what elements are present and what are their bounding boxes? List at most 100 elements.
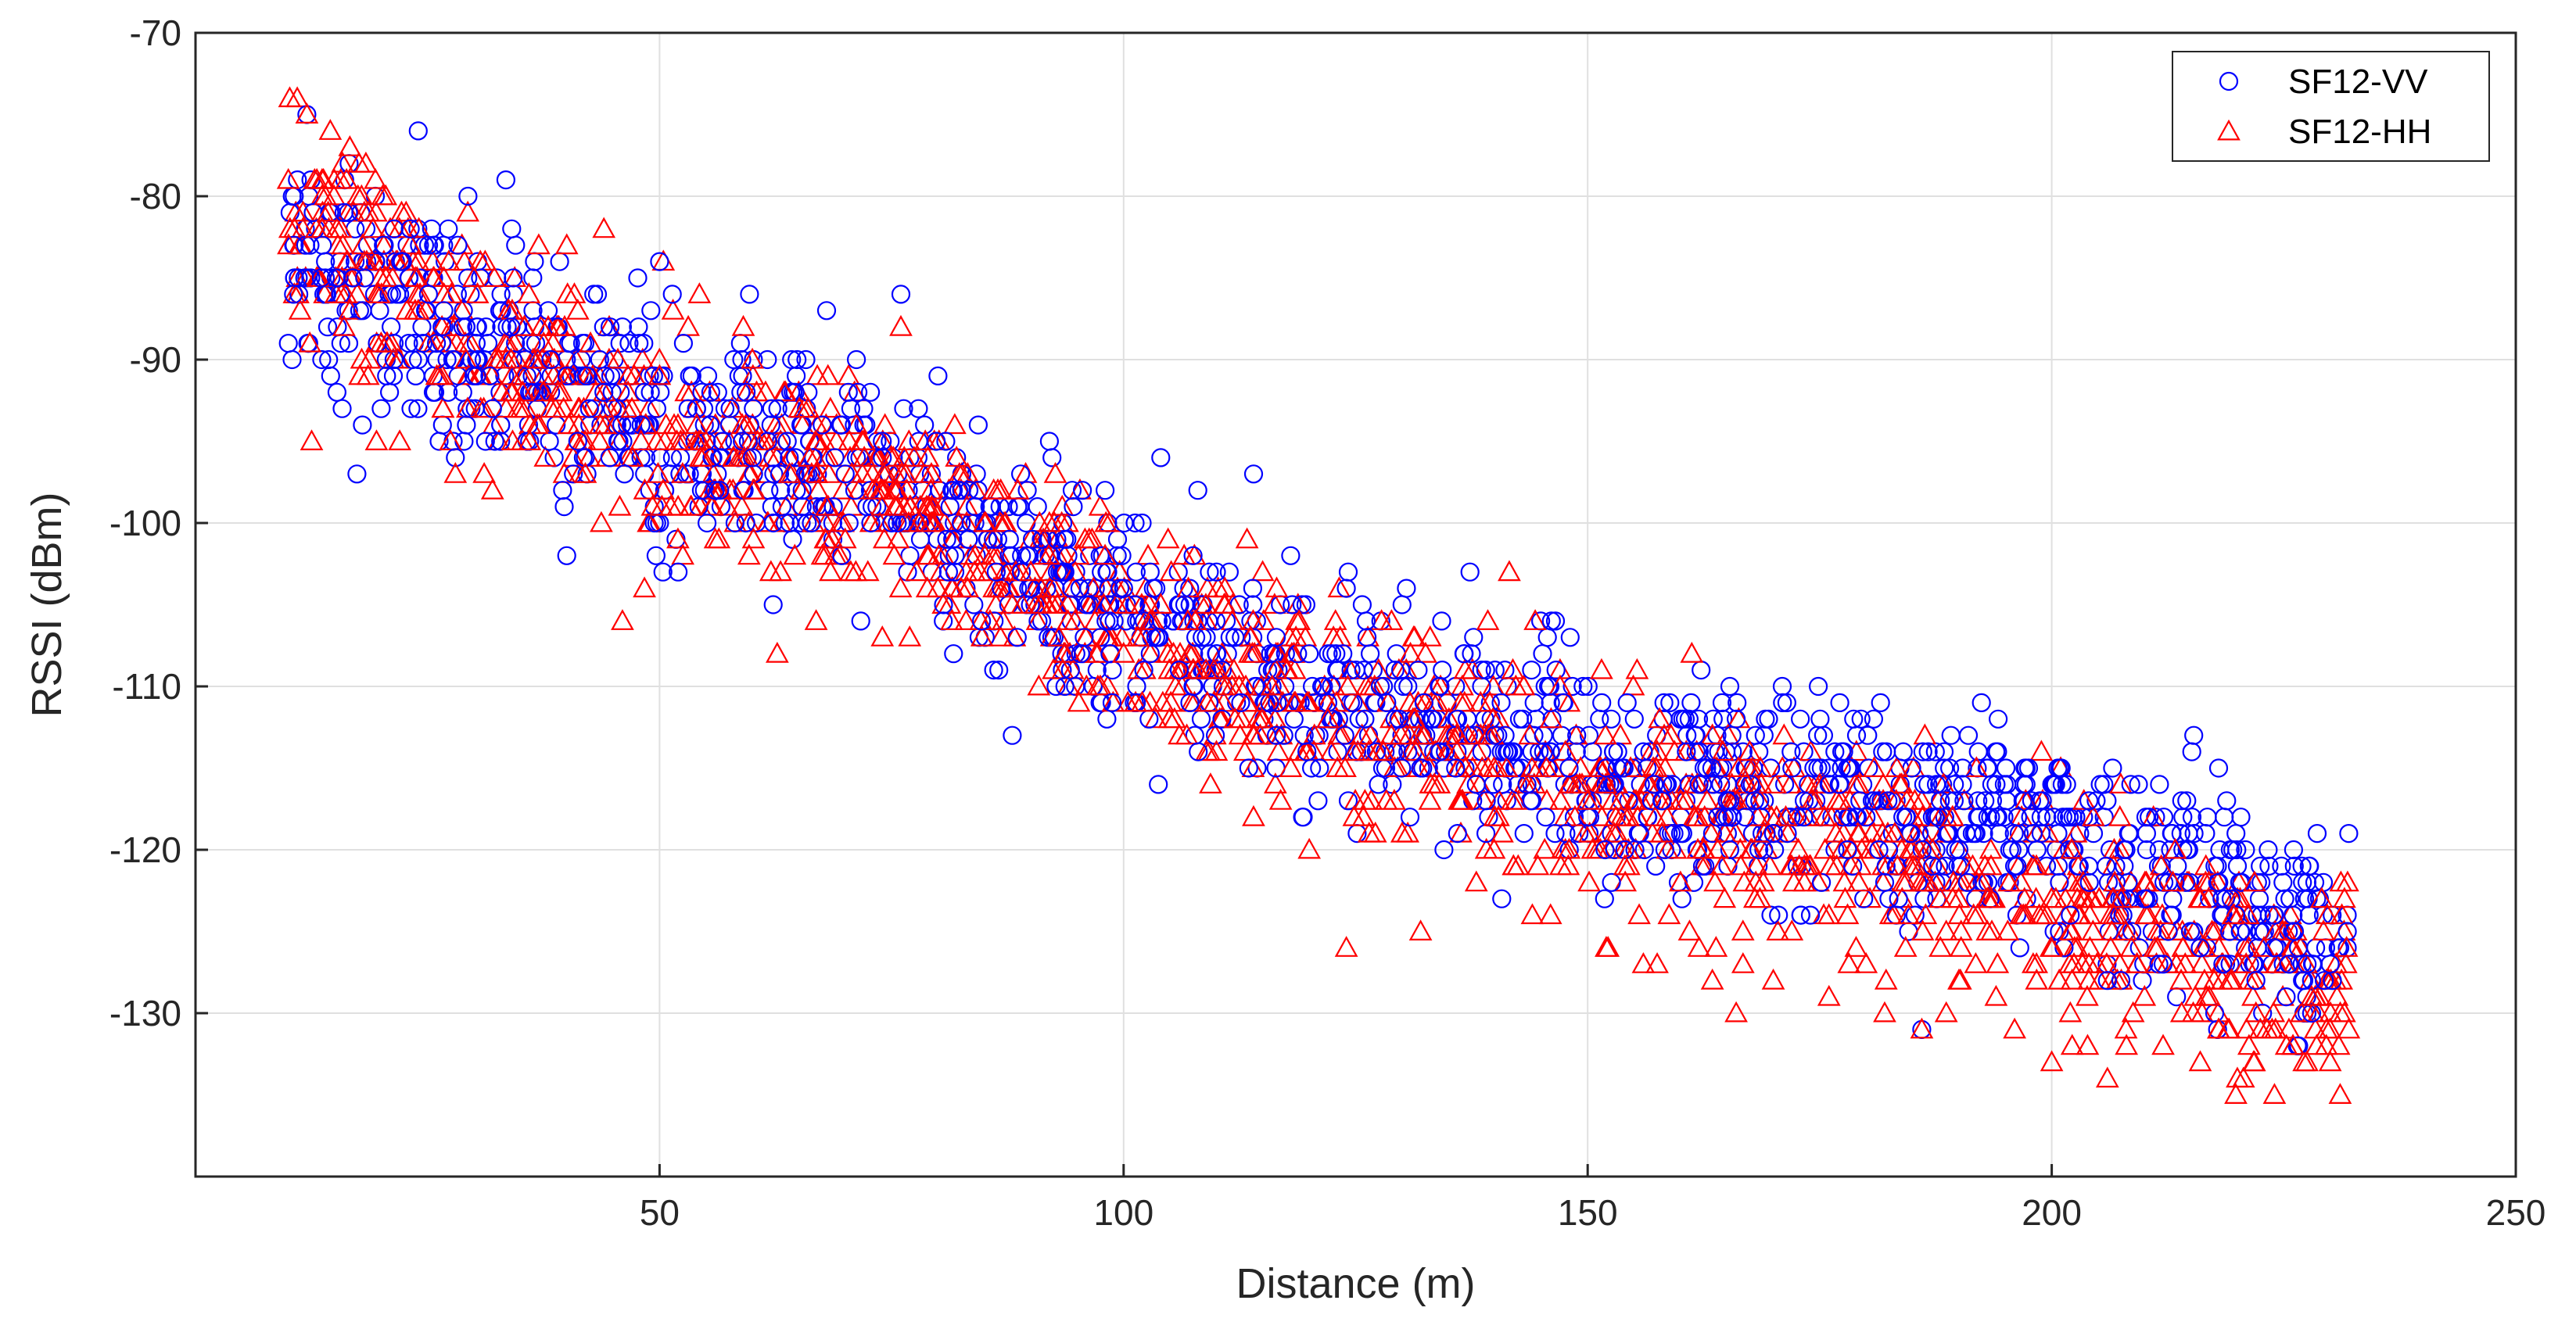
point-sf12-hh xyxy=(666,413,690,435)
point-sf12-hh xyxy=(1204,740,1229,761)
point-sf12-vv xyxy=(2103,758,2122,778)
point-sf12-vv xyxy=(999,529,1019,550)
point-sf12-vv xyxy=(1871,693,1890,713)
point-sf12-hh xyxy=(1986,952,2010,973)
point-sf12-hh xyxy=(2114,919,2137,941)
point-sf12-vv xyxy=(1652,791,1672,811)
point-sf12-hh xyxy=(2242,870,2266,892)
point-sf12-hh xyxy=(2108,772,2133,793)
point-sf12-vv xyxy=(1809,676,1828,697)
point-sf12-vv xyxy=(1476,660,1495,680)
point-sf12-hh xyxy=(1680,641,1704,663)
point-sf12-hh xyxy=(1214,674,1238,696)
point-sf12-hh xyxy=(963,543,987,565)
point-sf12-vv xyxy=(1308,791,1328,811)
point-sf12-hh xyxy=(1818,854,1842,876)
point-sf12-vv xyxy=(854,399,874,418)
point-sf12-hh xyxy=(1813,837,1837,859)
point-sf12-hh xyxy=(500,429,525,451)
point-sf12-hh xyxy=(439,429,463,451)
point-sf12-vv xyxy=(763,595,783,614)
point-sf12-vv xyxy=(1058,546,1078,565)
point-sf12-hh xyxy=(536,314,560,336)
point-sf12-hh xyxy=(2151,903,2174,925)
point-sf12-hh xyxy=(432,266,456,287)
point-sf12-hh xyxy=(1235,527,1259,549)
point-sf12-vv xyxy=(1126,562,1146,582)
point-sf12-hh xyxy=(1240,641,1265,663)
point-sf12-hh xyxy=(2197,984,2221,1006)
point-sf12-hh xyxy=(634,413,658,435)
point-sf12-hh xyxy=(1947,968,1971,990)
point-sf12-hh xyxy=(1264,772,1287,793)
point-sf12-hh xyxy=(666,494,691,516)
point-sf12-hh xyxy=(2305,1033,2329,1055)
point-sf12-vv xyxy=(2259,856,2279,876)
point-sf12-hh xyxy=(374,266,398,287)
point-sf12-vv xyxy=(968,415,988,435)
point-sf12-hh xyxy=(2060,837,2083,859)
point-sf12-vv xyxy=(2196,823,2215,844)
point-sf12-hh xyxy=(1363,821,1387,843)
point-sf12-hh xyxy=(1984,984,2008,1006)
point-sf12-hh xyxy=(2095,1066,2119,1088)
point-sf12-vv xyxy=(641,301,661,321)
point-sf12-vv xyxy=(782,349,802,370)
point-sf12-vv xyxy=(1645,775,1664,794)
point-sf12-hh xyxy=(356,364,380,385)
point-sf12-hh xyxy=(1504,789,1528,810)
point-sf12-hh xyxy=(1004,560,1028,582)
point-sf12-hh xyxy=(2312,919,2335,941)
point-sf12-hh xyxy=(332,314,356,336)
point-sf12-hh xyxy=(443,462,468,483)
point-sf12-hh xyxy=(1752,821,1776,843)
point-sf12-vv xyxy=(1830,693,1849,713)
legend-marker xyxy=(2219,71,2239,91)
point-sf12-hh xyxy=(1771,756,1795,778)
point-sf12-hh xyxy=(703,527,727,549)
point-sf12-hh xyxy=(1711,740,1735,761)
point-sf12-hh xyxy=(1724,1001,1748,1023)
point-sf12-hh xyxy=(817,462,841,483)
point-sf12-hh xyxy=(679,494,703,516)
point-sf12-vv xyxy=(2016,775,2036,794)
point-sf12-hh xyxy=(1295,690,1319,712)
point-sf12-hh xyxy=(1825,789,1849,810)
point-sf12-vv xyxy=(2265,938,2284,958)
point-sf12-hh xyxy=(346,184,370,206)
point-sf12-hh xyxy=(2076,1033,2100,1055)
point-sf12-hh xyxy=(1901,854,1925,876)
point-sf12-vv xyxy=(1188,481,1207,500)
point-sf12-hh xyxy=(1731,952,1755,973)
y-tick-label: -120 xyxy=(109,829,181,870)
point-sf12-hh xyxy=(2328,1083,2352,1105)
point-sf12-hh xyxy=(1844,740,1868,761)
point-sf12-vv xyxy=(2272,856,2291,876)
point-sf12-vv xyxy=(355,268,375,288)
point-sf12-vv xyxy=(491,432,511,451)
point-sf12-vv xyxy=(2150,775,2169,794)
point-sf12-vv xyxy=(523,268,543,288)
point-sf12-hh xyxy=(2133,984,2157,1006)
point-sf12-vv xyxy=(1356,611,1376,631)
point-sf12-hh xyxy=(1094,510,1118,532)
point-sf12-hh xyxy=(2029,740,2054,761)
point-sf12-hh xyxy=(1669,870,1692,892)
point-sf12-hh xyxy=(1334,936,1358,957)
point-sf12-vv xyxy=(861,513,881,533)
point-sf12-vv xyxy=(576,366,597,385)
point-sf12-vv xyxy=(848,382,868,402)
point-sf12-vv xyxy=(1858,725,1878,745)
point-sf12-vv xyxy=(1197,628,1216,647)
point-sf12-vv xyxy=(1112,546,1132,565)
point-sf12-hh xyxy=(1159,560,1183,582)
point-sf12-vv xyxy=(2137,840,2156,860)
point-sf12-hh xyxy=(1706,837,1730,859)
point-sf12-vv xyxy=(1873,742,1893,761)
point-sf12-hh xyxy=(1366,657,1390,679)
point-sf12-vv xyxy=(1200,562,1219,582)
point-sf12-hh xyxy=(1268,789,1293,810)
point-sf12-vv xyxy=(1492,889,1512,908)
point-sf12-hh xyxy=(1297,837,1322,859)
point-sf12-hh xyxy=(533,446,558,467)
